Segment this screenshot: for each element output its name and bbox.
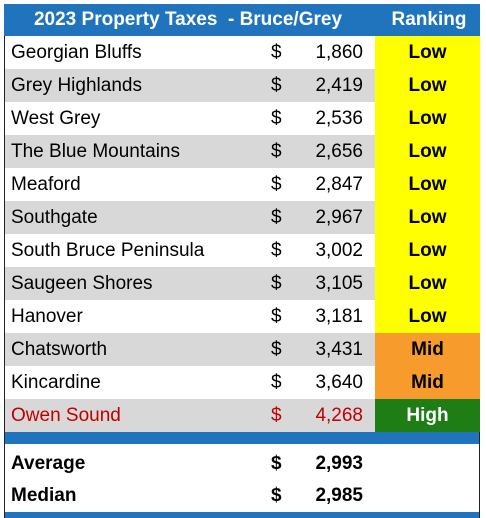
- ranking-badge: Low: [375, 135, 480, 168]
- currency-symbol: $: [271, 75, 282, 96]
- table-row: Owen Sound $4,268 High: [5, 399, 480, 432]
- bottom-border: [5, 512, 479, 518]
- table-row: Georgian Bluffs $1,860 Low: [5, 36, 480, 69]
- tax-amount: 2,656: [315, 141, 363, 162]
- municipality-name: The Blue Mountains: [11, 141, 180, 162]
- tax-amount: 2,967: [315, 207, 363, 228]
- currency-symbol: $: [271, 108, 282, 129]
- currency-symbol: $: [271, 372, 282, 393]
- table-row: Meaford $2,847 Low: [5, 168, 480, 201]
- table-row: West Grey $2,536 Low: [5, 102, 480, 135]
- average-label: Average: [11, 453, 86, 474]
- municipality-name: Grey Highlands: [11, 75, 142, 96]
- currency-symbol: $: [271, 405, 282, 426]
- table-body: Georgian Bluffs $1,860 Low Grey Highlands $2…: [4, 36, 480, 518]
- tax-amount: 3,181: [315, 306, 363, 327]
- currency-symbol: $: [271, 207, 282, 228]
- municipality-name: Kincardine: [11, 372, 101, 393]
- table-row: South Bruce Peninsula $3,002 Low: [5, 234, 480, 267]
- municipality-name: Meaford: [11, 174, 81, 195]
- tax-amount: 3,431: [315, 339, 363, 360]
- table-row: The Blue Mountains $2,656 Low: [5, 135, 480, 168]
- municipality-name: Southgate: [11, 207, 98, 228]
- ranking-badge: Low: [375, 69, 480, 102]
- table-row: Grey Highlands $2,419 Low: [5, 69, 480, 102]
- municipality-name: West Grey: [11, 108, 101, 129]
- tax-amount: 3,640: [315, 372, 363, 393]
- municipality-rows: Georgian Bluffs $1,860 Low Grey Highlands $2…: [5, 36, 480, 432]
- tax-amount: 3,002: [315, 240, 363, 261]
- tax-amount: 2,419: [315, 75, 363, 96]
- tax-amount: 4,268: [315, 405, 363, 426]
- ranking-badge: Low: [375, 168, 480, 201]
- average-row: Average $ 2,993: [5, 448, 479, 480]
- median-amount: 2,985: [315, 485, 363, 506]
- tax-amount: 2,847: [315, 174, 363, 195]
- ranking-badge: Low: [375, 300, 480, 333]
- ranking-column-header: Ranking: [391, 9, 467, 30]
- tax-amount: 3,105: [315, 273, 363, 294]
- ranking-badge: Mid: [375, 366, 480, 399]
- currency-symbol: $: [271, 453, 282, 474]
- currency-symbol: $: [271, 273, 282, 294]
- ranking-badge: Low: [375, 234, 480, 267]
- municipality-name: Saugeen Shores: [11, 273, 153, 294]
- tax-amount: 2,536: [315, 108, 363, 129]
- currency-symbol: $: [271, 306, 282, 327]
- currency-symbol: $: [271, 42, 282, 63]
- municipality-name: Chatsworth: [11, 339, 108, 360]
- divider-gap: [5, 444, 479, 448]
- ranking-badge: Low: [375, 201, 480, 234]
- table-row: Hanover $3,181 Low: [5, 300, 480, 333]
- ranking-badge: Low: [375, 36, 480, 69]
- average-amount: 2,993: [315, 453, 363, 474]
- currency-symbol: $: [271, 339, 282, 360]
- currency-symbol: $: [271, 141, 282, 162]
- table-row: Southgate $2,967 Low: [5, 201, 480, 234]
- table-header: 2023 Property Taxes - Bruce/Grey Ranking: [4, 4, 480, 36]
- municipality-name: Owen Sound: [11, 405, 121, 426]
- municipality-name: South Bruce Peninsula: [11, 240, 205, 261]
- ranking-badge: Mid: [375, 333, 480, 366]
- ranking-badge: Low: [375, 102, 480, 135]
- table-row: Chatsworth $3,431 Mid: [5, 333, 480, 366]
- currency-symbol: $: [271, 174, 282, 195]
- currency-symbol: $: [271, 485, 282, 506]
- municipality-name: Georgian Bluffs: [11, 42, 142, 63]
- currency-symbol: $: [271, 240, 282, 261]
- ranking-badge: Low: [375, 267, 480, 300]
- ranking-badge: High: [375, 399, 480, 432]
- table-row: Kincardine $3,640 Mid: [5, 366, 480, 399]
- median-row: Median $ 2,985: [5, 480, 479, 512]
- table-title: 2023 Property Taxes - Bruce/Grey: [33, 9, 343, 30]
- table-row: Saugeen Shores $3,105 Low: [5, 267, 480, 300]
- tax-amount: 1,860: [315, 42, 363, 63]
- section-divider: [5, 432, 479, 444]
- median-label: Median: [11, 485, 77, 506]
- municipality-name: Hanover: [11, 306, 83, 327]
